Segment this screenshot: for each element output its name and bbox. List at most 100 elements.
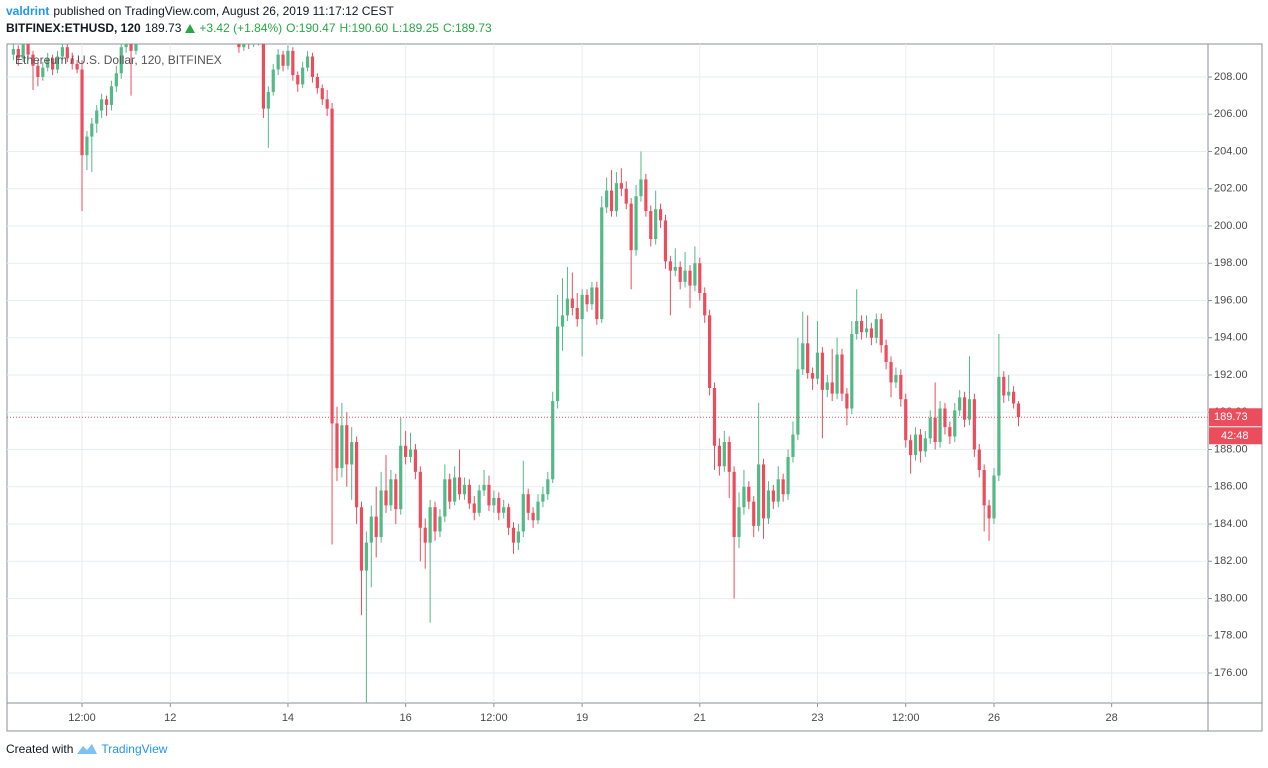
change: +3.42 (+1.84%)	[199, 21, 283, 35]
candle-body	[752, 501, 756, 526]
y-tick-label: 192.00	[1214, 369, 1248, 381]
x-tick-label: 12:00	[68, 712, 96, 724]
candle-body	[46, 58, 50, 68]
candle-body	[810, 373, 815, 379]
candle-body	[546, 479, 550, 495]
candle-body	[281, 54, 285, 66]
candle-body	[860, 320, 864, 333]
published-text: published on TradingView.com, August 26,…	[53, 4, 394, 18]
candle-body	[482, 484, 486, 491]
candle-body	[286, 50, 290, 66]
candle-body	[972, 399, 976, 450]
x-tick-label: 28	[1106, 712, 1118, 724]
candle-body	[109, 86, 114, 105]
candle-body	[80, 69, 84, 156]
y-tick-label: 198.00	[1214, 257, 1248, 269]
candle-body	[619, 183, 623, 189]
candle-body	[742, 486, 746, 508]
x-tick-label: 12:00	[480, 712, 508, 724]
candle-body	[448, 479, 452, 502]
candle-body	[413, 449, 418, 472]
candle-body	[771, 490, 775, 502]
candle-body	[879, 319, 883, 346]
candle-body	[247, 36, 250, 43]
high: H:190.60	[339, 21, 389, 35]
candle-body	[266, 91, 270, 109]
candle-body	[301, 67, 305, 85]
y-tick-label: 208.00	[1214, 71, 1248, 83]
candle-body	[654, 209, 658, 240]
candle-body	[820, 352, 824, 390]
y-tick-label: 204.00	[1214, 145, 1248, 157]
candle-body	[732, 471, 736, 538]
y-tick-label: 202.00	[1214, 183, 1248, 195]
candle-body	[639, 179, 643, 197]
candle-body	[683, 270, 687, 282]
candle-body	[457, 477, 462, 495]
footer: Created with TradingView	[6, 742, 167, 756]
candle-body	[624, 188, 628, 204]
candle-body	[305, 56, 310, 68]
candles	[7, 0, 1208, 703]
candle-body	[825, 382, 829, 390]
candle-body	[208, 0, 211, 1]
candle-body	[722, 442, 726, 467]
candle-body	[70, 58, 74, 64]
symbol: BITFINEX:ETHUSD, 120	[6, 21, 141, 35]
candle-body	[296, 75, 300, 85]
candle-body	[21, 44, 25, 59]
candle-body	[712, 388, 717, 446]
y-tick-label: 180.00	[1214, 592, 1248, 604]
candle-body	[757, 464, 761, 526]
candle-body	[634, 196, 638, 251]
x-tick-label: 12	[164, 712, 176, 724]
candle-body	[595, 287, 599, 320]
candle-body	[840, 354, 844, 394]
candle-body	[894, 374, 898, 383]
candle-body	[330, 108, 334, 424]
brand[interactable]: TradingView	[101, 742, 168, 756]
author[interactable]: valdrint	[6, 4, 50, 18]
candle-body	[85, 136, 89, 156]
candle-body	[26, 44, 30, 55]
candle-body	[938, 408, 942, 443]
candle-body	[90, 123, 94, 137]
candle-body	[418, 471, 422, 528]
candle-body	[874, 319, 878, 338]
candle-body	[276, 54, 280, 70]
candle-body	[129, 44, 133, 51]
candle-body	[791, 434, 795, 457]
candle-body	[796, 369, 800, 435]
y-tick-label: 196.00	[1214, 294, 1248, 306]
close: C:189.73	[442, 21, 492, 35]
candle-body	[472, 503, 476, 513]
candle-body	[781, 479, 785, 495]
candle-body	[884, 345, 888, 362]
candle-body	[119, 47, 123, 74]
candle-body	[717, 445, 722, 467]
candle-body	[609, 190, 614, 212]
candle-body	[855, 320, 859, 335]
candle-body	[575, 307, 579, 320]
candle-body	[850, 334, 854, 409]
candle-body	[31, 54, 35, 66]
last-price-box	[1209, 408, 1262, 427]
candle-body	[350, 442, 354, 465]
candle-body	[477, 490, 481, 513]
candle-body	[1016, 403, 1021, 418]
candle-body	[727, 442, 731, 472]
candle-body	[114, 73, 118, 87]
candle-body	[379, 490, 383, 538]
x-tick-label: 12:00	[892, 712, 920, 724]
candle-body	[497, 497, 501, 513]
candle-body	[909, 440, 913, 456]
candle-body	[511, 527, 516, 543]
candle-body	[766, 490, 771, 519]
countdown-box	[1209, 427, 1262, 445]
candle-body	[433, 507, 437, 532]
candle-body	[1007, 391, 1011, 396]
candle-body	[526, 494, 530, 513]
candle-body	[502, 507, 506, 513]
